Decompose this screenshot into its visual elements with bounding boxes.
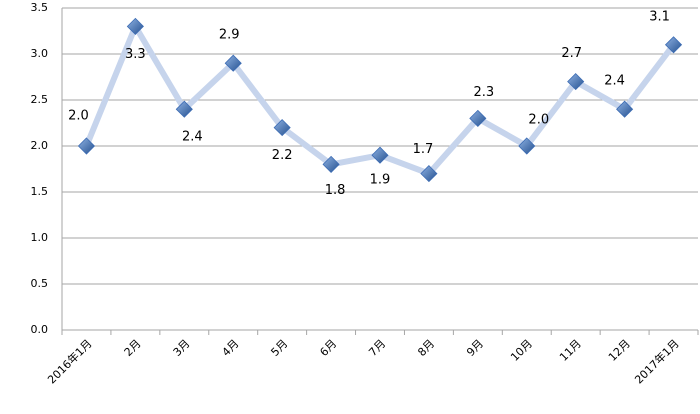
marker — [224, 54, 242, 72]
y-tick-label: 3.5 — [31, 1, 49, 14]
value-label: 1.7 — [413, 142, 434, 157]
value-label: 2.3 — [474, 85, 495, 100]
value-label: 2.9 — [219, 28, 240, 43]
x-tick-label: 3月 — [171, 337, 193, 359]
value-label: 2.4 — [604, 74, 625, 89]
marker — [322, 155, 340, 173]
value-label: 2.4 — [182, 130, 203, 145]
marker — [126, 17, 144, 35]
y-tick-label: 1.0 — [31, 231, 49, 244]
marker — [518, 137, 536, 155]
marker — [469, 109, 487, 127]
y-tick-label: 0.5 — [31, 277, 49, 290]
marker — [175, 100, 193, 118]
marker — [77, 137, 96, 155]
y-tick-label: 3.0 — [31, 47, 49, 60]
x-tick-label: 6月 — [317, 337, 339, 359]
y-tick-label: 0.0 — [31, 323, 49, 336]
marker — [567, 73, 585, 91]
y-tick-label: 1.5 — [31, 185, 49, 198]
marker — [664, 36, 683, 54]
value-label: 1.8 — [325, 183, 346, 198]
marker — [616, 100, 634, 118]
x-tick-label: 8月 — [415, 337, 437, 359]
value-label: 2.0 — [528, 113, 549, 128]
value-label: 2.7 — [561, 46, 582, 61]
value-label: 3.1 — [649, 9, 670, 24]
x-tick-label: 2016年1月 — [44, 336, 94, 386]
y-tick-label: 2.0 — [31, 139, 49, 152]
y-tick-label: 2.5 — [31, 93, 49, 106]
marker — [273, 119, 291, 137]
marker — [371, 146, 389, 164]
x-tick-label: 12月 — [606, 337, 633, 364]
x-tick-label: 9月 — [464, 337, 486, 359]
x-tick-label: 11月 — [557, 337, 584, 364]
x-tick-label: 2月 — [122, 337, 144, 359]
x-tick-label: 7月 — [366, 337, 388, 359]
x-tick-label: 10月 — [508, 337, 535, 364]
value-label: 2.2 — [272, 148, 293, 163]
x-tick-label: 5月 — [268, 337, 290, 359]
value-label: 1.9 — [370, 173, 391, 188]
value-label: 3.3 — [125, 47, 146, 62]
value-label: 2.0 — [68, 109, 89, 124]
marker — [420, 165, 438, 183]
x-tick-label: 4月 — [220, 337, 242, 359]
x-tick-label: 2017年1月 — [632, 336, 682, 386]
